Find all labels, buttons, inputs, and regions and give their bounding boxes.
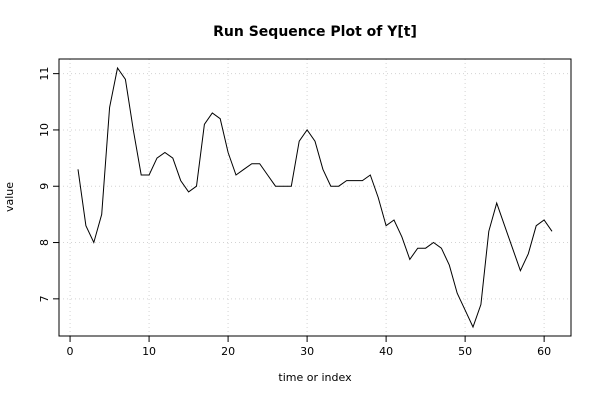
y-tick-label: 8	[38, 239, 51, 246]
y-axis: 7 8 9 10 11	[38, 67, 60, 302]
x-axis-label: time or index	[278, 371, 352, 384]
y-tick-label: 7	[38, 295, 51, 302]
y-tick-label: 11	[38, 67, 51, 81]
y-tick-label: 10	[38, 123, 51, 137]
x-tick-label: 50	[458, 345, 472, 358]
x-tick-label: 20	[221, 345, 235, 358]
x-tick-label: 0	[67, 345, 74, 358]
y-axis-label: value	[3, 182, 16, 212]
y-tick-label: 9	[38, 183, 51, 190]
chart-title: Run Sequence Plot of Y[t]	[213, 24, 417, 40]
x-tick-label: 10	[142, 345, 156, 358]
grid-lines	[59, 59, 571, 336]
x-tick-label: 30	[300, 345, 314, 358]
x-tick-label: 60	[537, 345, 551, 358]
x-tick-label: 40	[379, 345, 393, 358]
plot-border	[58, 58, 572, 337]
series-line	[77, 66, 553, 329]
x-axis: 0 10 20 30 40 50 60	[67, 335, 551, 358]
